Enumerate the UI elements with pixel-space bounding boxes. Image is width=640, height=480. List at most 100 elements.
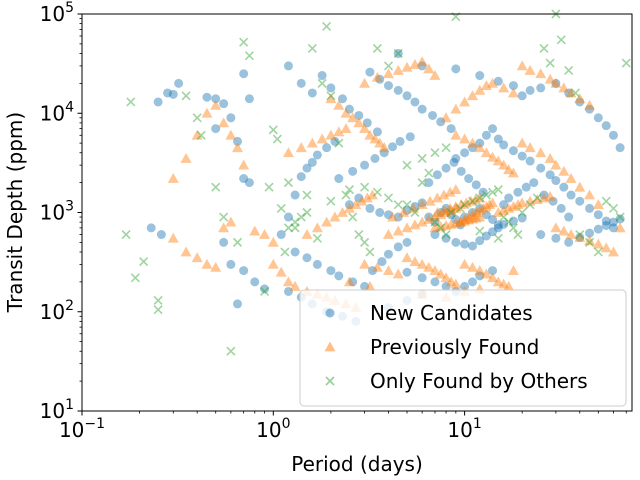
data-point — [416, 56, 428, 67]
data-point — [593, 210, 603, 220]
data-point — [570, 88, 581, 98]
data-point — [218, 222, 230, 233]
y-tick-label: 105 — [40, 0, 74, 26]
data-point — [584, 99, 596, 110]
data-point — [480, 80, 492, 90]
legend-label: New Candidates — [370, 301, 533, 325]
data-point — [564, 88, 574, 98]
data-point — [446, 124, 456, 134]
ticks-layer: 10−1 100 101 101 102 103 104 105 — [40, 0, 627, 442]
data-point — [441, 143, 451, 153]
data-point — [343, 202, 355, 213]
data-point — [475, 193, 485, 203]
series-3 — [121, 9, 631, 356]
data-point — [585, 203, 595, 213]
data-point — [508, 216, 518, 226]
data-point — [585, 228, 595, 238]
data-point — [548, 196, 558, 206]
data-point — [463, 214, 475, 225]
data-point — [312, 259, 322, 269]
data-point — [538, 192, 550, 203]
data-point — [532, 193, 542, 203]
data-point — [551, 78, 561, 88]
data-point — [387, 211, 399, 222]
data-point — [211, 124, 221, 134]
data-point — [383, 193, 394, 203]
data-point — [550, 159, 562, 170]
data-point — [508, 81, 518, 91]
data-point — [326, 266, 336, 276]
data-point — [451, 154, 461, 164]
data-point — [393, 48, 403, 59]
data-point — [417, 61, 427, 71]
data-point — [441, 163, 451, 173]
data-point — [250, 277, 260, 287]
data-point — [219, 237, 229, 247]
data-point — [584, 237, 595, 247]
data-point — [211, 182, 221, 192]
data-point — [317, 78, 327, 88]
data-point — [478, 187, 488, 197]
data-point — [232, 142, 244, 153]
data-point — [460, 281, 470, 291]
data-point — [344, 104, 354, 114]
data-point — [441, 281, 451, 291]
data-point — [218, 117, 230, 128]
data-point — [238, 159, 250, 170]
data-point — [465, 195, 477, 206]
data-point — [302, 253, 312, 263]
data-point — [430, 277, 440, 287]
data-point — [362, 118, 372, 128]
data-point — [524, 64, 536, 75]
data-point — [593, 224, 603, 234]
data-point — [423, 261, 435, 272]
data-point — [167, 232, 179, 243]
data-point — [558, 225, 570, 236]
data-point — [499, 219, 509, 229]
data-point — [475, 138, 485, 148]
data-point — [360, 281, 370, 291]
data-point — [392, 64, 404, 75]
data-point — [593, 113, 603, 123]
data-point — [174, 78, 184, 88]
data-point — [153, 295, 163, 306]
data-point — [474, 265, 486, 275]
data-point — [337, 94, 347, 104]
data-point — [460, 200, 470, 210]
data-point — [467, 90, 479, 101]
data-point — [536, 230, 546, 240]
data-point — [503, 280, 515, 291]
data-point — [450, 278, 462, 289]
data-point — [267, 258, 279, 269]
data-point — [517, 91, 527, 101]
data-point — [367, 266, 377, 276]
data-point — [410, 207, 420, 218]
data-point — [333, 99, 345, 110]
data-point — [565, 173, 577, 183]
data-point — [382, 229, 394, 239]
data-point — [347, 112, 359, 123]
data-point — [326, 83, 336, 93]
data-point — [474, 211, 486, 222]
data-point — [450, 217, 462, 228]
data-point — [480, 268, 492, 279]
data-point — [359, 123, 371, 134]
data-point — [333, 126, 345, 137]
data-point — [348, 277, 358, 287]
data-point — [424, 195, 436, 206]
legend-entry: Previously Found — [324, 335, 539, 359]
data-point — [430, 217, 440, 227]
data-point — [460, 212, 470, 222]
data-point — [361, 192, 373, 203]
data-point — [360, 237, 370, 247]
data-point — [559, 182, 569, 192]
data-point — [487, 151, 499, 162]
data-point — [474, 204, 486, 215]
data-point — [239, 266, 249, 276]
data-point — [601, 196, 611, 206]
data-point — [463, 211, 475, 222]
data-point — [272, 134, 282, 144]
data-point — [168, 89, 178, 99]
data-point — [531, 194, 543, 204]
data-point — [450, 129, 462, 140]
